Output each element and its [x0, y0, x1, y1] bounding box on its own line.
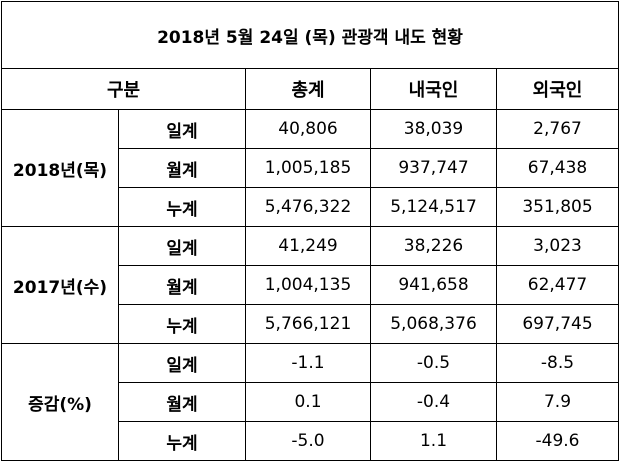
row-label: 일계 — [118, 109, 246, 149]
cell-foreign: -49.6 — [495, 421, 620, 461]
table-row: 월계 1,005,185 937,747 67,438 — [2, 148, 620, 188]
cell-foreign: 7.9 — [495, 382, 620, 422]
cell-total: 40,806 — [245, 109, 371, 149]
cell-domestic: 38,039 — [370, 109, 497, 149]
cell-domestic: 5,068,376 — [370, 304, 497, 344]
cell-foreign: -8.5 — [495, 343, 620, 383]
cell-foreign: 351,805 — [495, 187, 620, 227]
row-label: 누계 — [118, 304, 246, 344]
row-label: 누계 — [118, 421, 246, 461]
cell-foreign: 697,745 — [495, 304, 620, 344]
table-row: 누계 -5.0 1.1 -49.6 — [2, 421, 620, 461]
cell-domestic: 1.1 — [370, 421, 497, 461]
table-row: 누계 5,766,121 5,068,376 697,745 — [2, 304, 620, 344]
row-label: 누계 — [118, 187, 246, 227]
group-label: 증감(%) — [1, 343, 119, 461]
table-row: 2017년(수) 일계 41,249 38,226 3,023 — [1, 226, 620, 344]
group-label: 2017년(수) — [1, 226, 119, 344]
cell-total: 1,005,185 — [245, 148, 371, 188]
cell-total: -5.0 — [245, 421, 371, 461]
table-row: 2018년(목) 일계 40,806 38,039 2,767 — [1, 109, 620, 227]
cell-total: 5,476,322 — [245, 187, 371, 227]
cell-foreign: 2,767 — [495, 109, 620, 149]
cell-foreign: 62,477 — [495, 265, 620, 305]
cell-total: -1.1 — [245, 343, 371, 383]
row-label: 일계 — [118, 343, 246, 383]
table-row: 증감(%) 일계 -1.1 -0.5 -8.5 — [1, 343, 620, 461]
cell-domestic: 38,226 — [370, 226, 497, 266]
header-foreign: 외국인 — [495, 68, 620, 110]
cell-total: 41,249 — [245, 226, 371, 266]
row-label: 월계 — [118, 148, 246, 188]
table-row: 누계 5,476,322 5,124,517 351,805 — [2, 187, 620, 227]
header-domestic: 내국인 — [370, 68, 497, 110]
cell-domestic: -0.5 — [370, 343, 497, 383]
cell-total: 5,766,121 — [245, 304, 371, 344]
row-label: 월계 — [118, 382, 246, 422]
cell-domestic: -0.4 — [370, 382, 497, 422]
table-row: 월계 0.1 -0.4 7.9 — [2, 382, 620, 422]
cell-domestic: 941,658 — [370, 265, 497, 305]
cell-domestic: 5,124,517 — [370, 187, 497, 227]
cell-foreign: 67,438 — [495, 148, 620, 188]
cell-domestic: 937,747 — [370, 148, 497, 188]
header-total: 총계 — [245, 68, 371, 110]
row-label: 일계 — [118, 226, 246, 266]
table-row: 월계 1,004,135 941,658 62,477 — [2, 265, 620, 305]
cell-total: 1,004,135 — [245, 265, 371, 305]
group-label: 2018년(목) — [1, 109, 119, 227]
cell-total: 0.1 — [245, 382, 371, 422]
row-label: 월계 — [118, 265, 246, 305]
table-title: 2018년 5월 24일 (목) 관광객 내도 현황 — [0, 1, 620, 69]
cell-foreign: 3,023 — [495, 226, 620, 266]
header-category: 구분 — [1, 68, 246, 110]
